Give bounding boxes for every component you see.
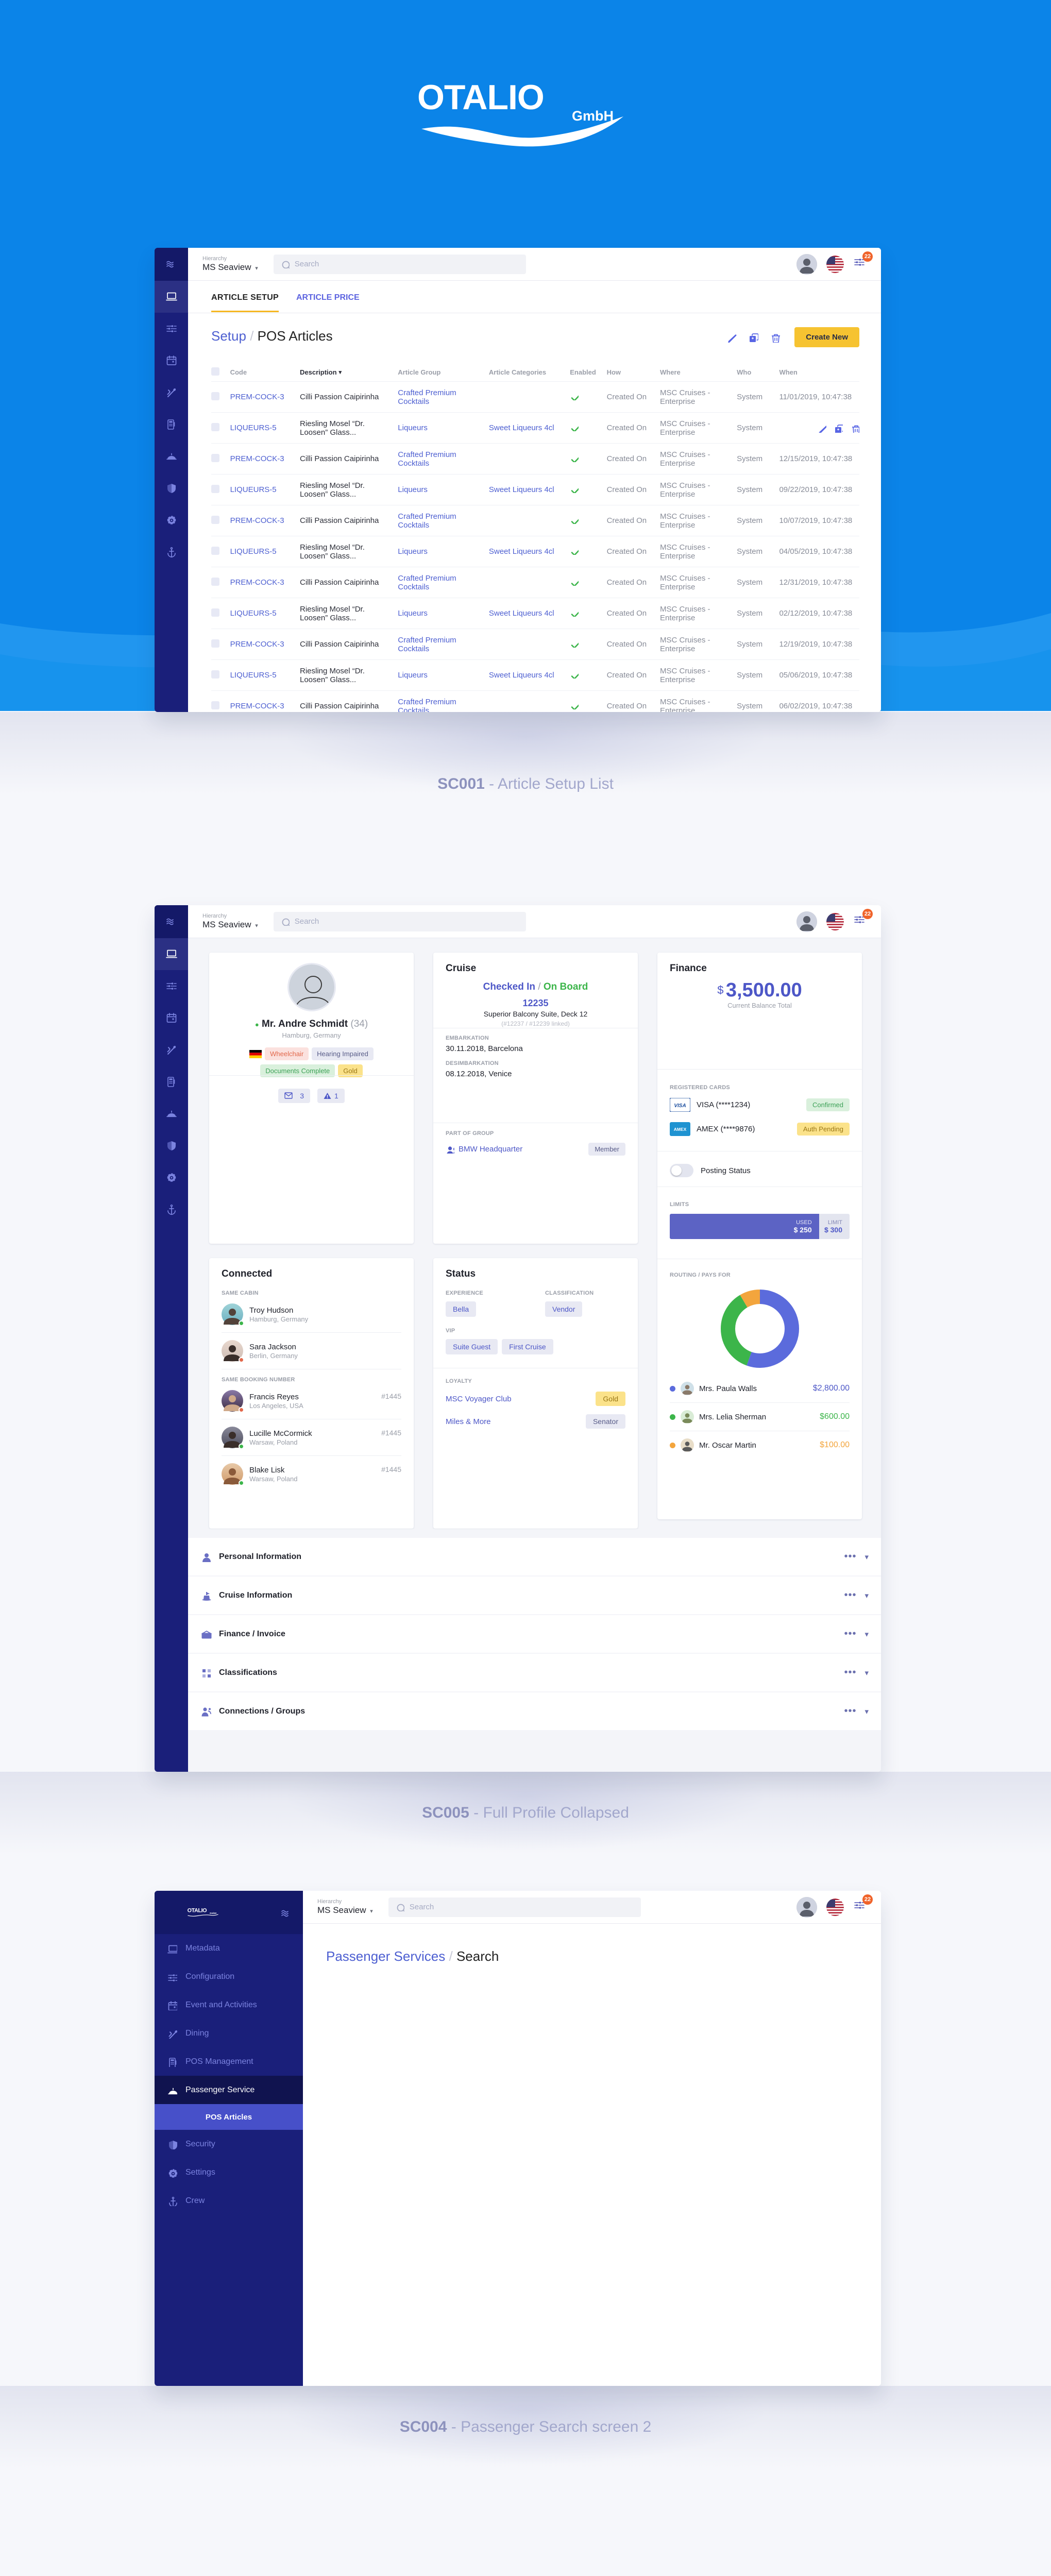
svg-text:GmbH: GmbH <box>572 108 614 124</box>
svg-text:VISA: VISA <box>674 1103 686 1109</box>
svg-text:AMEX: AMEX <box>674 1127 687 1132</box>
svg-text:OTALIO: OTALIO <box>188 1908 207 1914</box>
svg-text:OTALIO: OTALIO <box>417 78 544 117</box>
svg-text:GmbH: GmbH <box>210 1912 216 1914</box>
